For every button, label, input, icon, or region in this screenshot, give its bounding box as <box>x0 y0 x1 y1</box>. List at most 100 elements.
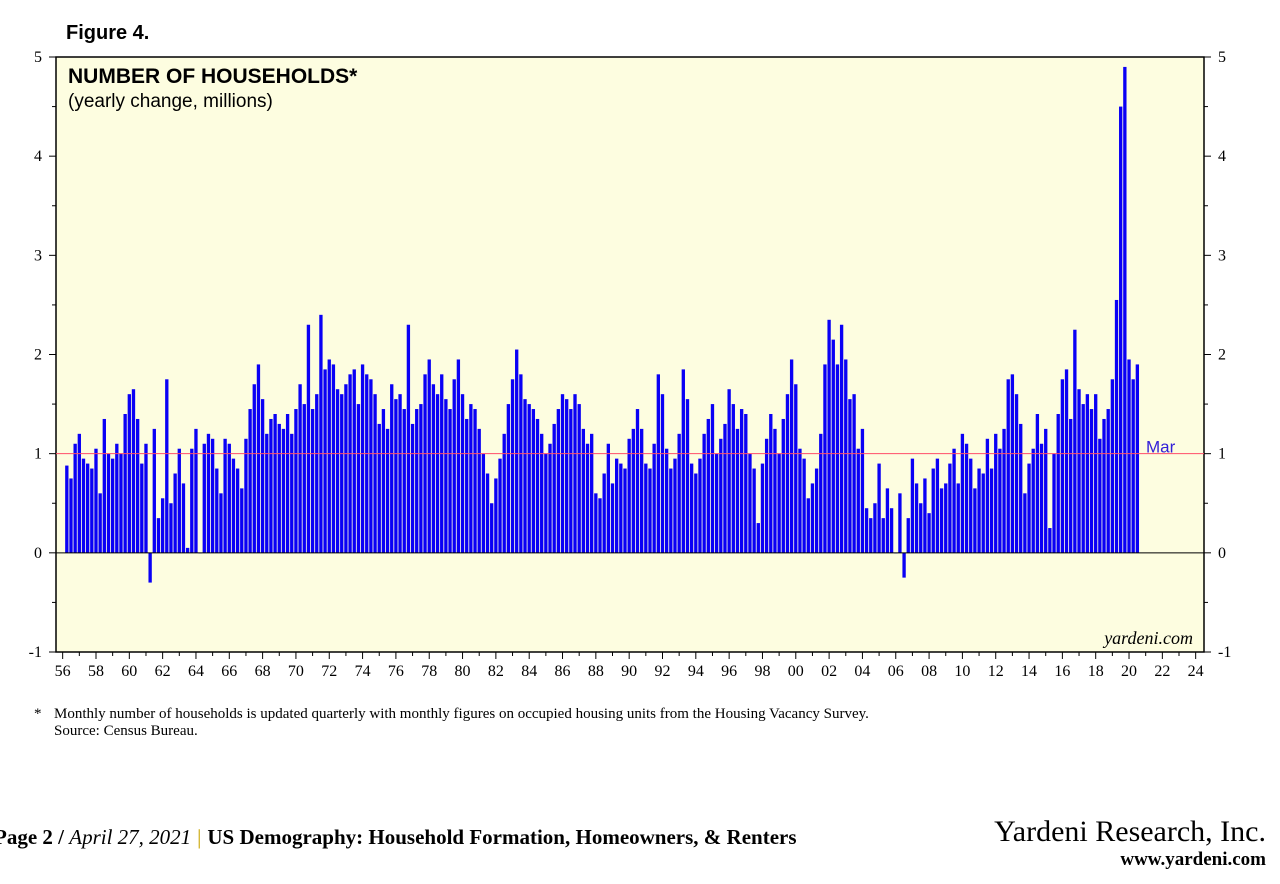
x-tick-label: 24 <box>1188 663 1204 680</box>
bar <box>573 394 577 553</box>
x-tick-label: 66 <box>221 663 237 680</box>
bar <box>910 458 915 553</box>
bar <box>956 483 960 553</box>
bar <box>794 384 798 553</box>
x-tick-label: 92 <box>654 663 670 680</box>
bar <box>402 409 406 553</box>
bar <box>498 458 502 553</box>
bar <box>1056 414 1060 553</box>
bar <box>202 443 206 553</box>
bar <box>344 384 348 553</box>
bar <box>181 483 186 553</box>
bar <box>644 463 648 553</box>
bar <box>527 404 531 553</box>
bar <box>873 503 877 553</box>
bar <box>477 428 481 553</box>
bar <box>444 399 448 553</box>
bar <box>948 463 952 553</box>
bar <box>419 404 423 553</box>
bar <box>1069 418 1073 553</box>
bar <box>848 399 852 553</box>
bar <box>331 364 336 553</box>
bar <box>610 483 615 553</box>
bar <box>535 418 540 553</box>
bar <box>265 433 269 553</box>
bar <box>1110 379 1115 553</box>
y-tick-label-right: 5 <box>1218 49 1226 66</box>
bar <box>231 458 236 553</box>
bar <box>373 394 377 553</box>
bar <box>69 478 73 553</box>
figure-label: Figure 4. <box>66 22 150 44</box>
bar <box>369 379 373 553</box>
brand-url[interactable]: www.yardeni.com <box>1120 849 1266 870</box>
x-tick-label: 88 <box>588 663 604 680</box>
x-tick-label: 72 <box>321 663 337 680</box>
bar <box>1077 389 1081 553</box>
bar <box>781 418 785 553</box>
page-number: Page 2 <box>0 825 53 849</box>
bar <box>1119 106 1123 553</box>
bar <box>448 409 452 553</box>
bar <box>806 498 810 553</box>
bar <box>998 448 1002 553</box>
x-tick-label: 94 <box>688 663 704 680</box>
x-tick-label: 20 <box>1121 663 1137 680</box>
bar <box>919 503 923 553</box>
bar <box>423 374 427 553</box>
bar <box>594 493 598 553</box>
x-tick-label: 18 <box>1088 663 1104 680</box>
x-tick-label: 10 <box>954 663 970 680</box>
bar <box>689 463 694 553</box>
bar <box>964 443 969 553</box>
footer-separator: | <box>197 825 202 849</box>
bar <box>390 384 394 553</box>
bar <box>744 414 748 553</box>
chart-title: NUMBER OF HOUSEHOLDS* <box>68 65 358 88</box>
bar <box>1081 404 1085 553</box>
bar-series <box>65 66 1140 583</box>
y-tick-label-left: -1 <box>29 644 42 661</box>
bar <box>540 433 544 553</box>
bar <box>835 364 840 553</box>
bar <box>923 478 927 553</box>
bar <box>652 443 656 553</box>
bar <box>485 473 490 553</box>
x-tick-label: 56 <box>55 663 71 680</box>
bar <box>502 433 506 553</box>
bar <box>356 404 361 553</box>
bar <box>510 379 515 553</box>
bar <box>65 465 69 553</box>
bar <box>1002 428 1006 553</box>
bar <box>748 453 752 553</box>
bar <box>727 389 731 553</box>
bar <box>706 418 710 553</box>
bar <box>340 394 344 553</box>
bar <box>206 433 211 553</box>
bar <box>431 384 436 553</box>
bar <box>469 404 473 553</box>
bar <box>285 414 290 553</box>
bar <box>577 404 581 553</box>
bar <box>1085 394 1090 553</box>
bar <box>1073 329 1077 553</box>
bar <box>315 394 319 553</box>
bar <box>640 428 644 553</box>
bar <box>1106 409 1110 553</box>
bar <box>269 418 273 553</box>
bar <box>1102 418 1106 553</box>
bar <box>819 433 823 553</box>
x-tick-label: 68 <box>255 663 271 680</box>
bar <box>885 488 890 553</box>
bar <box>385 428 390 553</box>
bar <box>1010 374 1015 553</box>
bar <box>590 433 594 553</box>
bar <box>623 468 627 553</box>
bar <box>173 473 177 553</box>
bar <box>802 458 806 553</box>
bar <box>977 468 981 553</box>
bar <box>465 418 469 553</box>
bar <box>244 438 248 553</box>
bar <box>456 359 461 553</box>
reference-line-label: Mar <box>1146 438 1176 457</box>
